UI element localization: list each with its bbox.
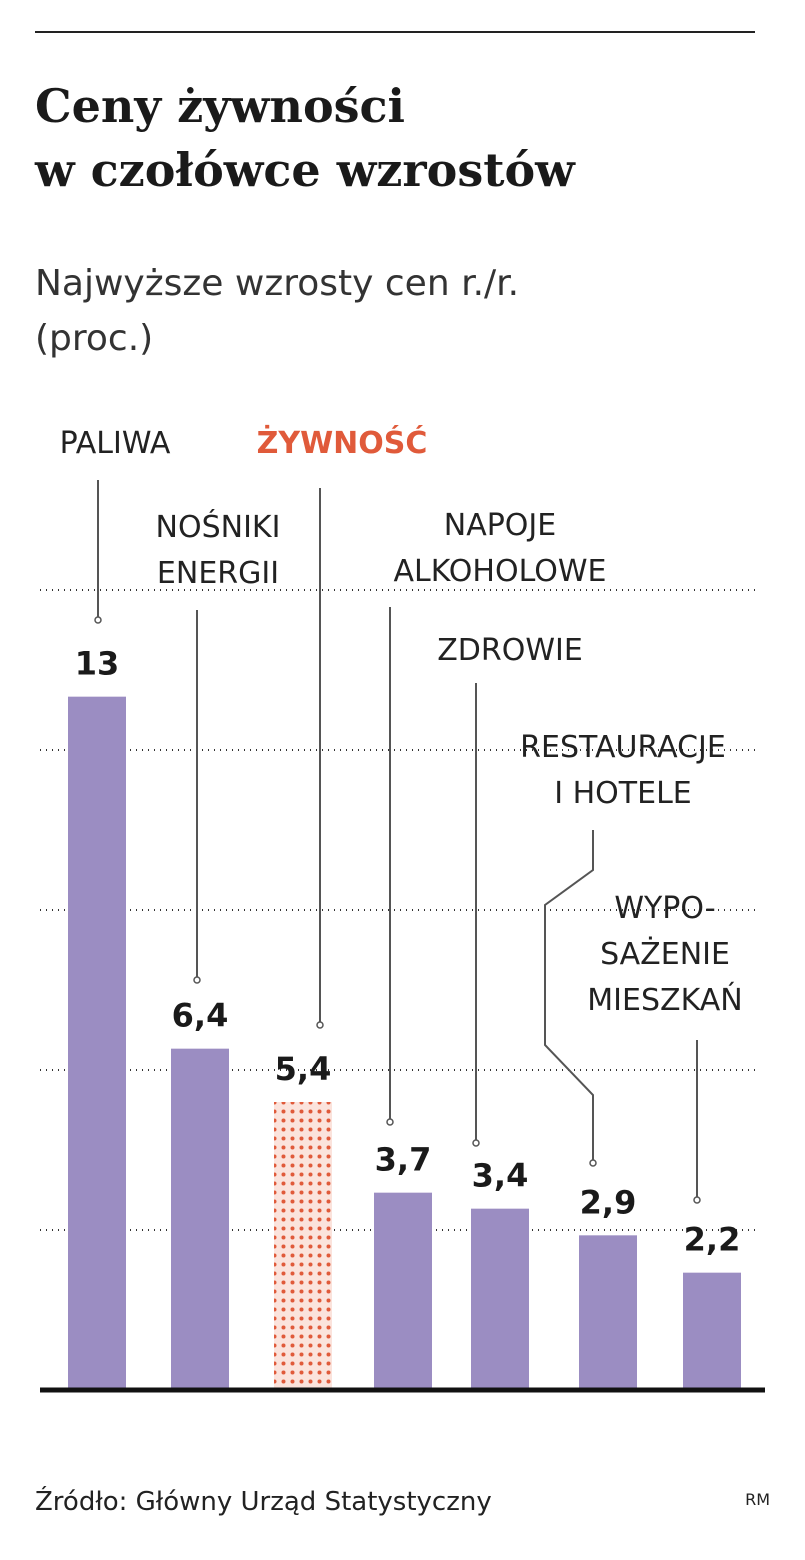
- category-label: MIESZKAŃ: [587, 982, 742, 1018]
- leader-dot: [589, 1159, 597, 1167]
- value-label: 2,9: [580, 1183, 637, 1221]
- bar: [374, 1192, 432, 1390]
- category-label: RESTAURACJE: [520, 730, 726, 765]
- leader-line: [544, 830, 594, 1163]
- bar: [683, 1272, 741, 1390]
- value-label: 6,4: [172, 997, 229, 1035]
- bar: [274, 1102, 332, 1390]
- source: Źródło: Główny Urząd Statystyczny: [35, 1485, 492, 1517]
- subtitle: (proc.): [35, 318, 153, 359]
- category-label: PALIWA: [60, 426, 171, 461]
- category-label: WYPO-: [614, 891, 715, 926]
- chart-title: w czołówce wzrostów: [34, 143, 576, 197]
- category-label: I HOTELE: [554, 776, 692, 811]
- chart-title: Ceny żywności: [35, 79, 405, 133]
- category-label: ENERGII: [157, 556, 279, 591]
- category-label: ALKOHOLOWE: [394, 554, 607, 589]
- bar: [579, 1235, 637, 1390]
- category-label: SAŻENIE: [600, 936, 730, 972]
- leader-dot: [386, 1118, 394, 1126]
- bar: [171, 1048, 229, 1390]
- subtitle: Najwyższe wzrosty cen r./r.: [35, 263, 519, 304]
- value-label: 5,4: [275, 1050, 332, 1088]
- bar: [68, 696, 126, 1390]
- leader-dot: [693, 1196, 701, 1204]
- leader-dot: [94, 616, 102, 624]
- category-label: ŻYWNOŚĆ: [257, 424, 428, 461]
- value-label: 13: [75, 645, 120, 683]
- category-label: NOŚNIKI: [156, 508, 281, 545]
- category-label: NAPOJE: [444, 508, 556, 543]
- leader-dot: [472, 1139, 480, 1147]
- bar: [471, 1208, 529, 1390]
- category-label: ZDROWIE: [437, 633, 583, 668]
- value-label: 2,2: [684, 1221, 741, 1259]
- value-label: 3,4: [472, 1157, 529, 1195]
- leader-dot: [193, 976, 201, 984]
- value-label: 3,7: [375, 1141, 432, 1179]
- credit: RM: [745, 1490, 770, 1509]
- leader-dot: [316, 1021, 324, 1029]
